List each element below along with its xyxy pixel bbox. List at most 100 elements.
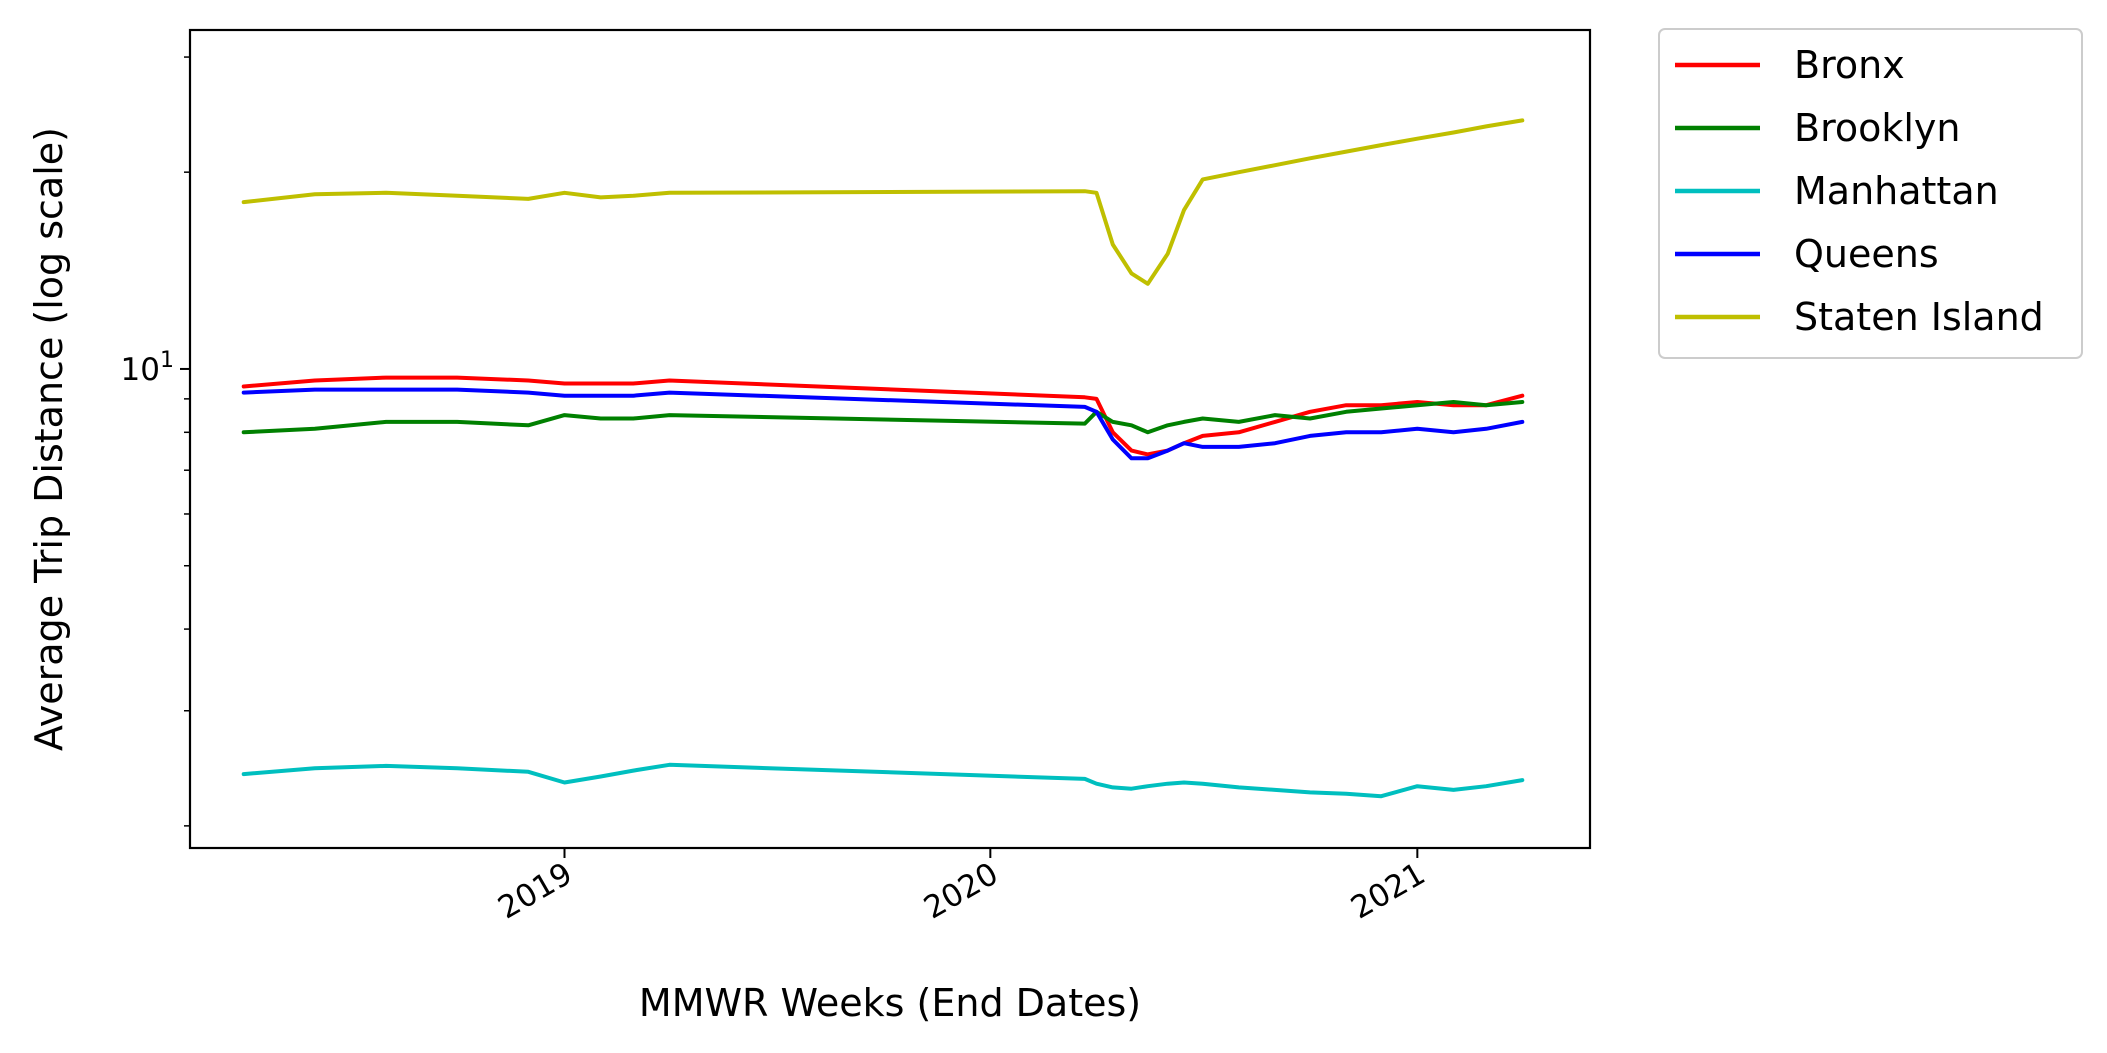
data-point-queens xyxy=(1166,449,1170,453)
data-point-bronx xyxy=(1129,449,1134,453)
data-point-staten-island xyxy=(599,195,603,199)
data-point-manhattan xyxy=(1129,787,1134,791)
data-point-manhattan xyxy=(455,766,459,770)
data-point-bronx xyxy=(1083,395,1087,399)
data-point-brooklyn xyxy=(1520,400,1524,404)
data-point-bronx xyxy=(313,378,317,383)
data-point-queens xyxy=(1111,437,1115,442)
data-point-brooklyn xyxy=(631,416,635,421)
y-axis-label: Average Trip Distance (log scale) xyxy=(27,127,71,751)
data-point-brooklyn xyxy=(1083,422,1087,426)
data-point-manhattan xyxy=(1520,778,1524,782)
data-point-brooklyn xyxy=(1237,420,1241,424)
data-point-bronx xyxy=(1308,410,1312,414)
series-layer xyxy=(241,118,1525,799)
data-point-staten-island xyxy=(1273,163,1277,167)
data-point-queens xyxy=(1520,420,1524,424)
data-point-staten-island xyxy=(1344,150,1348,154)
legend-label-manhattan: Manhattan xyxy=(1794,169,1999,213)
data-point-queens xyxy=(1379,430,1383,434)
data-point-brooklyn xyxy=(1146,430,1150,434)
data-point-bronx xyxy=(1111,430,1115,434)
data-point-manhattan xyxy=(1094,782,1099,786)
legend: Bronx Brooklyn Manhattan Queens Staten Islan… xyxy=(1658,28,2083,359)
data-point-brooklyn xyxy=(1451,400,1456,404)
data-point-bronx xyxy=(1520,394,1524,398)
data-point-manhattan xyxy=(1146,784,1150,788)
data-point-bronx xyxy=(1451,403,1456,407)
data-point-queens xyxy=(1182,441,1186,445)
data-point-staten-island xyxy=(1451,130,1456,135)
data-point-staten-island xyxy=(1111,242,1115,247)
data-point-queens xyxy=(1146,456,1150,460)
data-point-bronx xyxy=(242,384,246,389)
data-point-queens xyxy=(384,388,388,392)
data-point-brooklyn xyxy=(562,413,567,417)
data-point-brooklyn xyxy=(1201,416,1205,421)
data-point-brooklyn xyxy=(1111,420,1115,424)
data-point-brooklyn xyxy=(1166,423,1170,427)
data-point-queens xyxy=(1415,427,1419,431)
data-point-staten-island xyxy=(242,200,246,204)
data-point-queens xyxy=(526,391,530,395)
data-point-queens xyxy=(1237,445,1241,449)
data-point-staten-island xyxy=(631,194,635,198)
x-axis-label: MMWR Weeks (End Dates) xyxy=(639,981,1141,1025)
data-point-brooklyn xyxy=(1308,416,1312,421)
data-point-queens xyxy=(1094,410,1099,414)
data-point-queens xyxy=(1273,441,1277,445)
data-point-bronx xyxy=(526,378,530,383)
data-point-staten-island xyxy=(562,191,567,195)
data-point-manhattan xyxy=(1237,785,1241,790)
data-point-staten-island xyxy=(1484,124,1488,128)
series-line-bronx xyxy=(241,375,1525,457)
data-point-brooklyn xyxy=(526,423,530,427)
data-point-staten-island xyxy=(1237,170,1241,174)
data-point-brooklyn xyxy=(1129,423,1134,427)
data-point-queens xyxy=(631,394,635,398)
data-point-manhattan xyxy=(1201,782,1205,786)
data-point-bronx xyxy=(1415,400,1419,404)
data-point-queens xyxy=(313,388,317,392)
data-point-bronx xyxy=(1237,430,1241,434)
data-point-manhattan xyxy=(242,772,246,776)
data-point-manhattan xyxy=(631,769,635,773)
legend-label-bronx: Bronx xyxy=(1794,43,1905,87)
data-point-staten-island xyxy=(667,191,672,195)
data-point-manhattan xyxy=(667,763,672,767)
data-point-staten-island xyxy=(1166,252,1170,256)
series-line-queens xyxy=(241,387,1525,461)
legend-items: Bronx Brooklyn Manhattan Queens Staten Islan… xyxy=(1675,43,2044,339)
data-point-manhattan xyxy=(1308,790,1312,795)
data-point-queens xyxy=(1344,430,1348,434)
plot-frame xyxy=(188,28,1592,850)
data-point-manhattan xyxy=(1379,794,1383,798)
data-point-brooklyn xyxy=(455,420,459,424)
data-point-staten-island xyxy=(1201,177,1205,181)
data-point-brooklyn xyxy=(1379,406,1383,411)
data-point-brooklyn xyxy=(599,416,603,421)
data-point-bronx xyxy=(1201,434,1205,438)
data-point-staten-island xyxy=(1415,137,1419,141)
data-point-brooklyn xyxy=(242,430,246,434)
data-point-brooklyn xyxy=(1344,410,1348,414)
data-point-queens xyxy=(455,388,459,392)
data-point-bronx xyxy=(562,381,567,386)
legend-label-staten-island: Staten Island xyxy=(1794,295,2044,339)
series-line-manhattan xyxy=(241,762,1525,799)
data-point-queens xyxy=(1484,427,1488,431)
data-point-bronx xyxy=(631,381,635,386)
data-point-bronx xyxy=(384,376,388,380)
data-point-queens xyxy=(1129,456,1134,460)
data-point-staten-island xyxy=(455,194,459,198)
series-line-staten-island xyxy=(241,118,1525,286)
data-point-brooklyn xyxy=(1182,420,1186,424)
data-point-staten-island xyxy=(384,191,388,195)
data-point-bronx xyxy=(599,381,603,386)
data-point-manhattan xyxy=(1111,785,1115,790)
data-point-manhattan xyxy=(1451,788,1456,792)
legend-label-brooklyn: Brooklyn xyxy=(1794,106,1961,150)
data-point-staten-island xyxy=(1379,143,1383,147)
data-point-brooklyn xyxy=(667,413,672,417)
